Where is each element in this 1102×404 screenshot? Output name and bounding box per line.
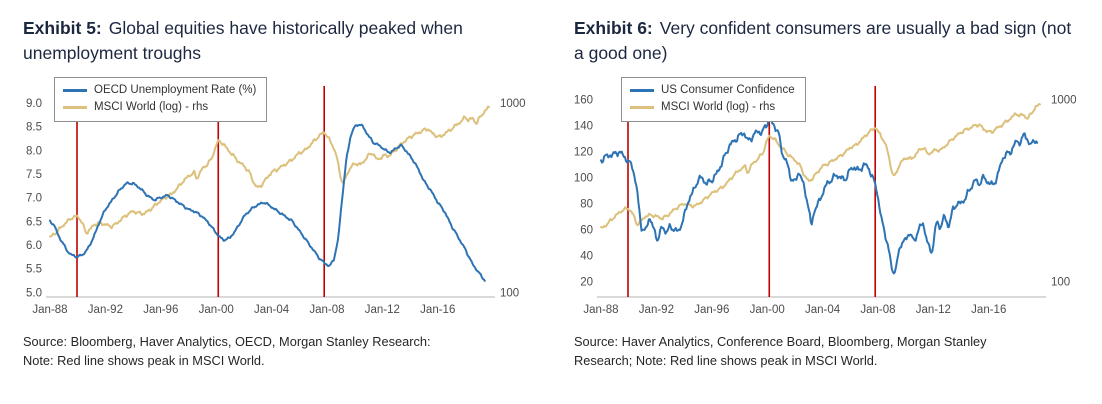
source-line: Source: Bloomberg, Haver Analytics, OECD… xyxy=(23,333,431,349)
x-axis-tick-label: Jan-12 xyxy=(916,304,951,316)
left-axis-tick-label: 80 xyxy=(580,198,593,210)
unemployment-series-swatch-icon xyxy=(63,88,87,92)
left-axis-tick-label: 100 xyxy=(574,172,593,184)
right-axis-tick-label: 1000 xyxy=(1051,94,1077,106)
exhibit-5-panel: Exhibit 5: Global equities have historica… xyxy=(0,16,551,370)
x-axis-tick-label: Jan-92 xyxy=(88,304,123,316)
x-axis-tick-label: Jan-12 xyxy=(365,304,400,316)
exhibit-5-label: Exhibit 5: xyxy=(23,18,102,38)
series-line xyxy=(600,102,1041,229)
legend-item: MSCI World (log) - rhs xyxy=(63,99,256,116)
right-axis-tick-label: 100 xyxy=(500,287,519,299)
left-axis-tick-label: 8.0 xyxy=(26,145,42,157)
exhibit-5-chart-area: 5.0 5.5 6.0 6.5 7.0 7.5 8.0 8.5 9.0 100 1000 Jan-88… xyxy=(0,74,551,326)
x-axis-tick-label: Jan-16 xyxy=(971,304,1006,316)
exhibit-6-heading: Exhibit 6: Very confident consumers are u… xyxy=(574,16,1076,66)
legend-label: MSCI World (log) - rhs xyxy=(661,100,776,113)
left-axis-tick-label: 7.0 xyxy=(26,192,42,204)
legend-item: OECD Unemployment Rate (%) xyxy=(63,82,256,99)
note-line: Note: Red line shows peak in MSCI World. xyxy=(23,352,265,368)
left-axis-tick-label: 6.0 xyxy=(26,240,42,252)
left-axis-tick-label: 160 xyxy=(574,94,593,106)
exhibit-5-title-text: Global equities have historically peaked… xyxy=(23,18,463,63)
left-axis-tick-label: 120 xyxy=(574,146,593,158)
left-axis-tick-label: 5.0 xyxy=(26,287,42,299)
msci-series-swatch-icon xyxy=(63,105,87,109)
legend-item: US Consumer Confidence xyxy=(630,82,795,99)
msci-series-swatch-icon xyxy=(630,105,654,109)
x-axis-tick-label: Jan-88 xyxy=(583,304,618,316)
x-axis-tick-label: Jan-96 xyxy=(694,304,729,316)
x-axis-tick-label: Jan-96 xyxy=(143,304,178,316)
legend-item: MSCI World (log) - rhs xyxy=(630,99,795,116)
exhibit-6-panel: Exhibit 6: Very confident consumers are u… xyxy=(551,0,1102,404)
left-axis-tick-label: 5.5 xyxy=(26,263,42,275)
x-axis-tick-label: Jan-16 xyxy=(420,304,455,316)
left-axis-tick-label: 7.5 xyxy=(26,169,42,181)
left-axis-tick-label: 9.0 xyxy=(26,98,42,110)
exhibit-5-chart: 5.0 5.5 6.0 6.5 7.0 7.5 8.0 8.5 9.0 100 1000 Jan-88… xyxy=(26,85,526,316)
series-line xyxy=(600,117,1039,275)
x-axis-tick-label: Jan-04 xyxy=(254,304,290,316)
legend-label: MSCI World (log) - rhs xyxy=(94,100,209,113)
exhibit-6-source: Source: Haver Analytics, Conference Boar… xyxy=(574,332,1076,370)
left-axis-tick-label: 60 xyxy=(580,224,593,236)
x-axis-tick-label: Jan-00 xyxy=(199,304,234,316)
left-axis-tick-label: 140 xyxy=(574,120,593,132)
left-axis-tick-label: 8.5 xyxy=(26,121,42,133)
source-line: Source: Haver Analytics, Conference Boar… xyxy=(574,333,987,349)
left-axis-tick-label: 6.5 xyxy=(26,216,42,228)
x-axis-tick-label: Jan-88 xyxy=(32,304,67,316)
left-axis-tick-label: 20 xyxy=(580,276,593,288)
right-axis-tick-label: 100 xyxy=(1051,276,1070,288)
x-axis-tick-label: Jan-08 xyxy=(860,304,895,316)
x-axis-tick-label: Jan-00 xyxy=(750,304,785,316)
x-axis-tick-label: Jan-92 xyxy=(639,304,674,316)
exhibit-6-legend: US Consumer Confidence MSCI World (log) … xyxy=(621,76,806,122)
left-axis-tick-label: 40 xyxy=(580,250,593,262)
exhibit-6-title-text: Very confident consumers are usually a b… xyxy=(574,18,1072,63)
exhibit-6-label: Exhibit 6: xyxy=(574,18,653,38)
exhibit-6-chart: 20 40 60 80 100 120 140 160 100 1000 Jan-88 Jan-92 J… xyxy=(574,85,1077,316)
legend-label: OECD Unemployment Rate (%) xyxy=(94,83,257,96)
exhibit-6-chart-area: 20 40 60 80 100 120 140 160 100 1000 Jan-88 Jan-92 J… xyxy=(551,74,1102,326)
x-axis-tick-label: Jan-04 xyxy=(805,304,841,316)
note-line: Research; Note: Red line shows peak in M… xyxy=(574,352,878,368)
legend-label: US Consumer Confidence xyxy=(661,83,795,96)
x-axis-tick-label: Jan-08 xyxy=(309,304,344,316)
exhibit-5-source: Source: Bloomberg, Haver Analytics, OECD… xyxy=(23,332,525,370)
series-line xyxy=(49,123,486,282)
right-axis-tick-label: 1000 xyxy=(500,98,526,110)
exhibit-5-legend: OECD Unemployment Rate (%) MSCI World (l… xyxy=(54,76,268,122)
exhibit-5-heading: Exhibit 5: Global equities have historica… xyxy=(23,16,525,66)
confidence-series-swatch-icon xyxy=(630,88,654,92)
series-line xyxy=(49,105,490,238)
